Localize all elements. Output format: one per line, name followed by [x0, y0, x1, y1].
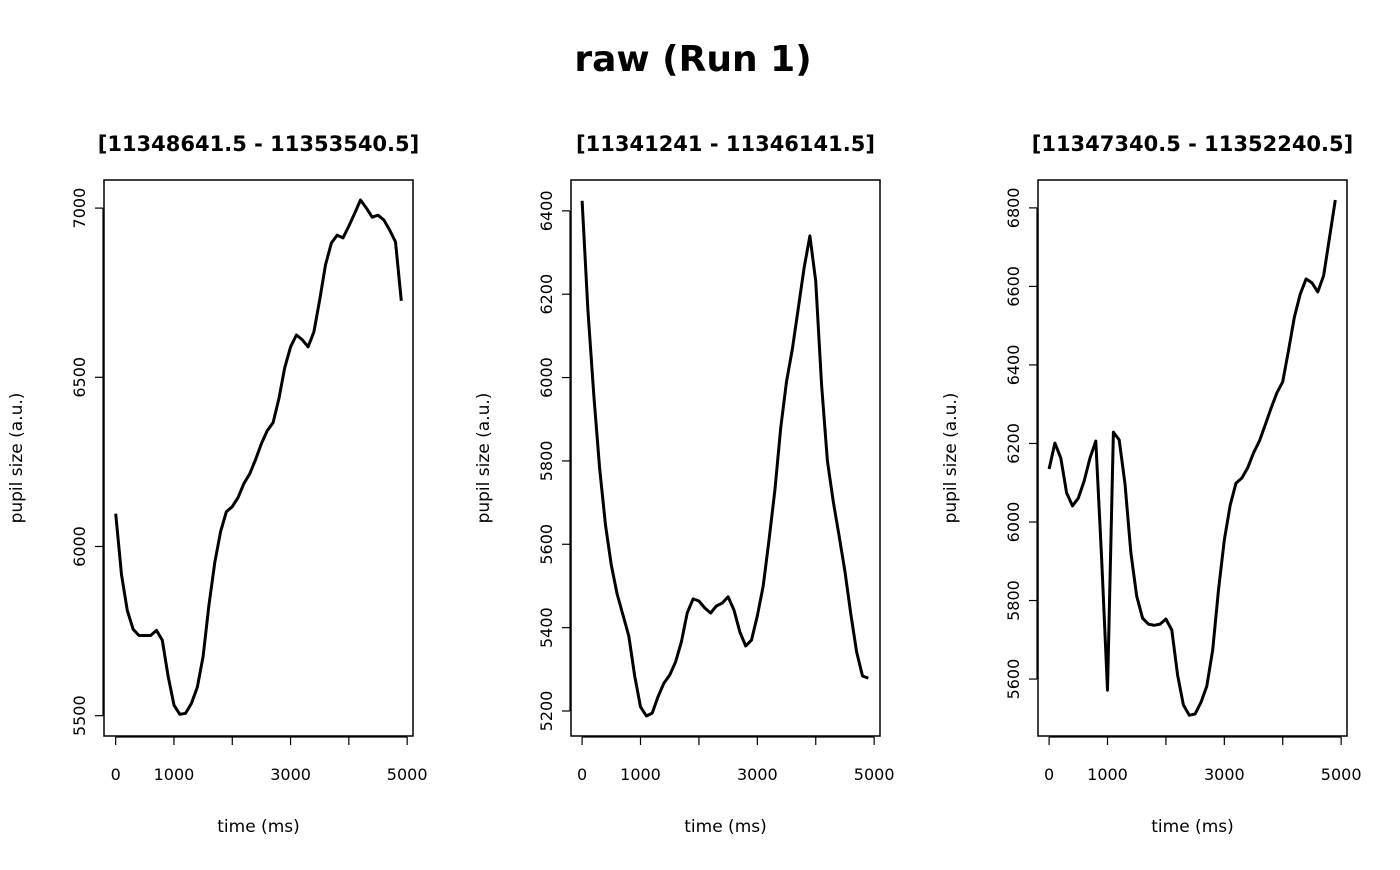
- plot-frame: [570, 179, 881, 737]
- x-tick-label: 0: [111, 765, 121, 784]
- y-tick-label: 6500: [70, 357, 89, 398]
- x-tick-label: 5000: [387, 765, 428, 784]
- x-tick-label: 0: [577, 765, 587, 784]
- x-tick-label: 3000: [1204, 765, 1245, 784]
- y-tick-label: 6400: [1004, 345, 1023, 386]
- x-tick-label: 3000: [270, 765, 311, 784]
- plot-frame: [1037, 179, 1348, 737]
- x-axis-label: time (ms): [1151, 817, 1234, 837]
- x-axis: 0 1000 3000 5000 time (ms): [111, 736, 428, 837]
- y-axis: 5600 5800 6000 6200 6400 6600 6800 pupil size (…: [941, 188, 1038, 700]
- y-axis: 5200 5400 5600 5800 6000 6200 6400 pupil size (…: [474, 190, 571, 732]
- y-tick-label: 6000: [1004, 502, 1023, 543]
- y-tick-label: 5400: [537, 607, 556, 648]
- panel-1: [11348641.5 - 11353540.5] 0 1000 3000 5000 ti…: [7, 132, 428, 837]
- panel-3: [11347340.5 - 11352240.5] 0 1000 3000 5000 ti…: [941, 132, 1362, 837]
- pupil-size-line: [114, 198, 403, 716]
- y-tick-label: 7000: [70, 188, 89, 229]
- y-tick-label: 5500: [70, 695, 89, 736]
- y-axis-label: pupil size (a.u.): [474, 393, 494, 524]
- panel-2: [11341241 - 11346141.5] 0 1000 3000 5000 time…: [474, 132, 895, 837]
- x-tick-label: 3000: [737, 765, 778, 784]
- panel-title: [11347340.5 - 11352240.5]: [1032, 132, 1354, 156]
- x-axis: 0 1000 3000 5000 time (ms): [1044, 736, 1362, 837]
- panel-title: [11348641.5 - 11353540.5]: [98, 132, 420, 156]
- pupil-size-line: [1047, 199, 1337, 717]
- y-tick-label: 5800: [1004, 580, 1023, 621]
- x-tick-label: 1000: [154, 765, 195, 784]
- x-tick-label: 5000: [854, 765, 895, 784]
- y-tick-label: 6400: [537, 190, 556, 231]
- pupil-size-line: [580, 200, 869, 718]
- y-tick-label: 6800: [1004, 188, 1023, 229]
- y-axis: 5500 6000 6500 7000 pupil size (a.u.): [7, 188, 104, 736]
- main-title: raw (Run 1): [574, 39, 811, 80]
- y-tick-label: 6200: [537, 274, 556, 315]
- y-tick-label: 5200: [537, 691, 556, 732]
- x-tick-label: 1000: [620, 765, 661, 784]
- x-tick-label: 1000: [1087, 765, 1128, 784]
- x-axis-label: time (ms): [684, 817, 767, 837]
- y-tick-label: 6000: [70, 526, 89, 567]
- y-axis-label: pupil size (a.u.): [7, 393, 27, 524]
- x-axis: 0 1000 3000 5000 time (ms): [577, 736, 895, 837]
- y-tick-label: 5600: [537, 524, 556, 565]
- plot-frame: [103, 179, 414, 737]
- y-tick-label: 5800: [537, 441, 556, 482]
- y-tick-label: 6000: [537, 357, 556, 398]
- panel-title: [11341241 - 11346141.5]: [576, 132, 875, 156]
- y-tick-label: 5600: [1004, 659, 1023, 700]
- y-axis-label: pupil size (a.u.): [941, 393, 961, 524]
- x-tick-label: 0: [1044, 765, 1054, 784]
- y-tick-label: 6200: [1004, 423, 1023, 464]
- x-axis-label: time (ms): [217, 817, 300, 837]
- y-tick-label: 6600: [1004, 266, 1023, 307]
- x-tick-label: 5000: [1321, 765, 1362, 784]
